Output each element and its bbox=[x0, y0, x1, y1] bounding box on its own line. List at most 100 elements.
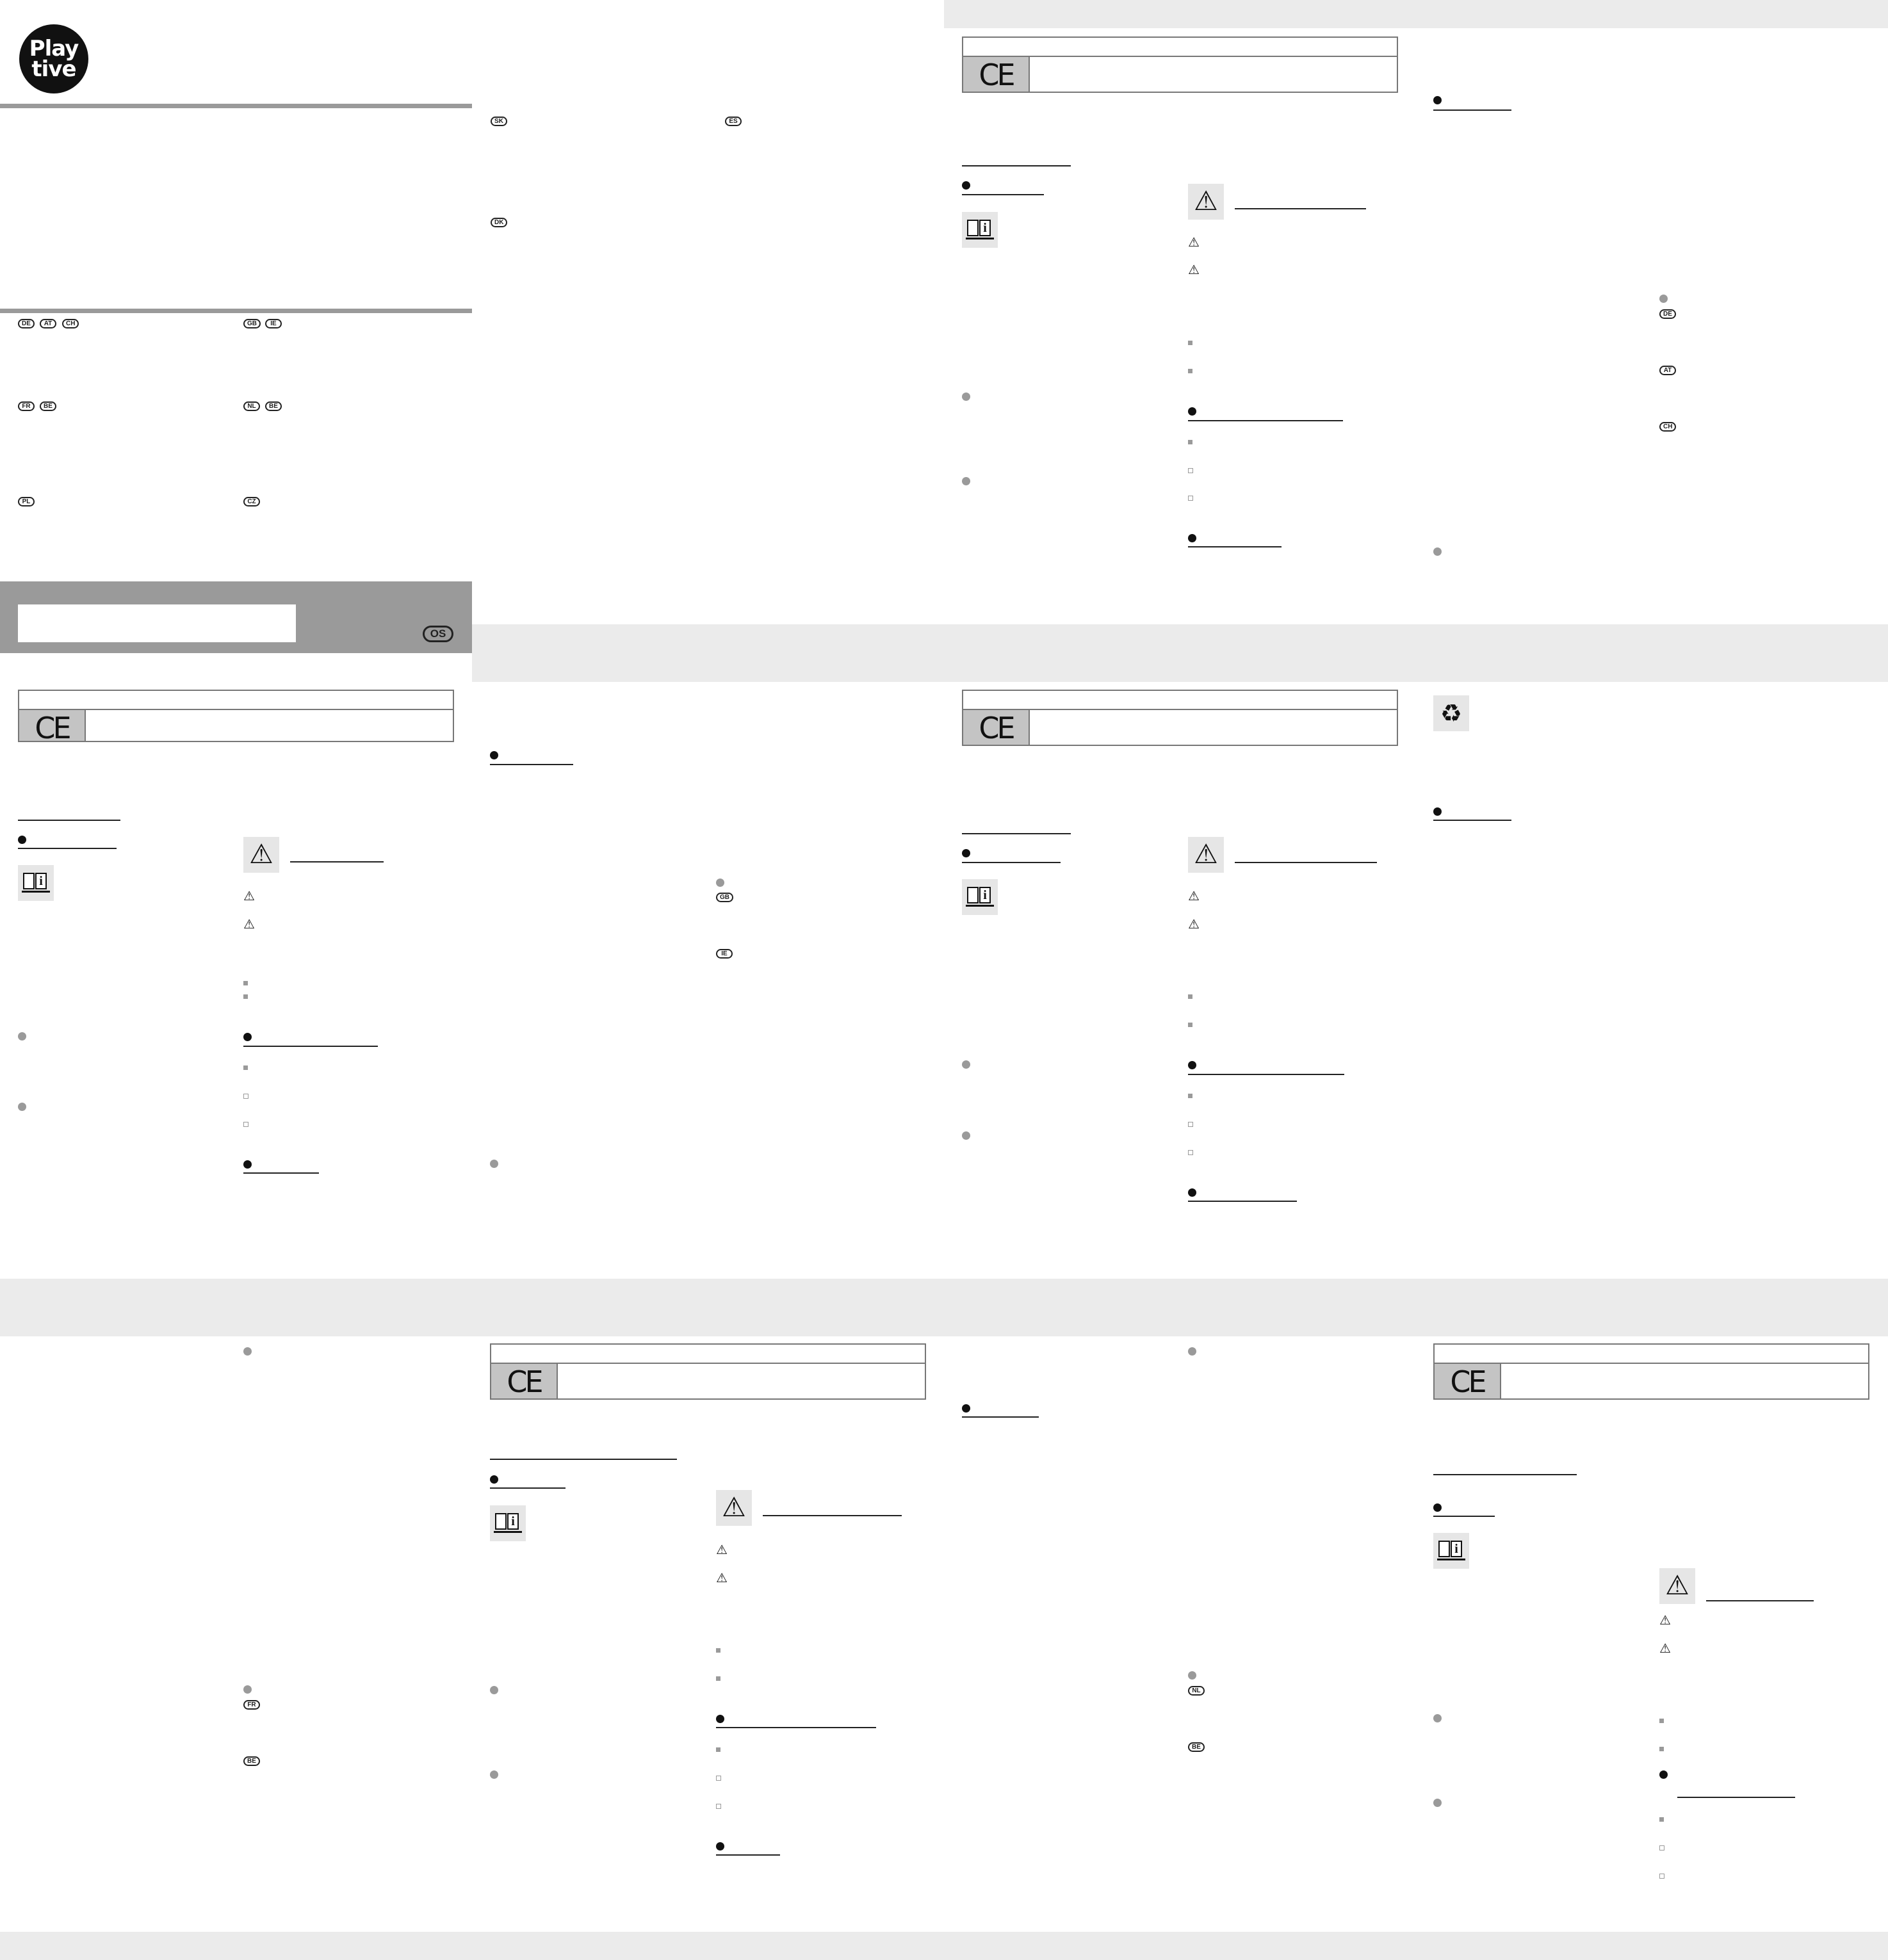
bullet-dot-gray bbox=[962, 1060, 970, 1069]
heading-underline bbox=[1433, 820, 1511, 821]
ce-product-box: CE bbox=[962, 690, 1398, 746]
bullet-dot-gray bbox=[1188, 1671, 1196, 1680]
heading-underline bbox=[490, 764, 573, 765]
cover-rule-top bbox=[0, 104, 472, 108]
bullet-dot-gray bbox=[1433, 1799, 1442, 1807]
read-manual-icon: i bbox=[962, 879, 998, 915]
warning-icon: ⚠ bbox=[716, 1570, 728, 1585]
ce-product-box: CE bbox=[1433, 1343, 1869, 1400]
bullet-dot-gray bbox=[243, 1347, 252, 1356]
warning-heading-underline bbox=[763, 1515, 902, 1516]
top-band-right bbox=[944, 0, 1888, 28]
bullet-dot bbox=[243, 1160, 252, 1169]
list-square bbox=[243, 981, 248, 985]
bullet-dot-gray bbox=[243, 1685, 252, 1694]
heading-underline bbox=[243, 1046, 378, 1047]
bullet-dot bbox=[1188, 407, 1196, 416]
list-square-outline bbox=[243, 1122, 248, 1127]
section-rule bbox=[962, 165, 1071, 166]
bullet-dot-gray bbox=[490, 1160, 498, 1168]
warning-icon: ⚠ bbox=[1659, 1612, 1671, 1628]
bullet-dot bbox=[1188, 1188, 1196, 1197]
bullet-dot-gray bbox=[18, 1032, 26, 1041]
country-code-at: AT bbox=[40, 319, 56, 328]
bullet-dot-gray bbox=[1659, 295, 1668, 303]
bullet-dot bbox=[490, 1475, 498, 1484]
country-code-nl: NL bbox=[1188, 1686, 1205, 1696]
read-manual-icon: i bbox=[962, 212, 998, 248]
country-code-be: BE bbox=[1188, 1742, 1205, 1752]
bullet-dot-gray bbox=[18, 1103, 26, 1111]
band-row-4 bbox=[0, 1932, 1888, 1960]
list-square bbox=[1659, 1747, 1664, 1751]
bullet-dot bbox=[962, 849, 970, 857]
section-rule bbox=[962, 833, 1071, 834]
country-code-ch: CH bbox=[1659, 422, 1677, 432]
list-square bbox=[1188, 440, 1192, 444]
heading-underline bbox=[1433, 1516, 1495, 1517]
warning-icon: ⚠ bbox=[1188, 916, 1200, 932]
list-square bbox=[716, 1747, 720, 1752]
section-rule bbox=[490, 1459, 677, 1460]
country-code-sk: SK bbox=[491, 117, 507, 126]
warning-icon: ⚠ bbox=[1659, 1568, 1695, 1604]
read-manual-icon: i bbox=[18, 865, 54, 901]
warning-heading-underline bbox=[1706, 1600, 1814, 1601]
warning-icon: ⚠ bbox=[1188, 184, 1224, 220]
country-code-pl: PL bbox=[18, 497, 35, 506]
list-square-outline bbox=[1188, 1150, 1193, 1155]
warning-icon: ⚠ bbox=[243, 916, 255, 932]
warning-icon: ⚠ bbox=[1188, 234, 1200, 250]
country-code-fr: FR bbox=[243, 1700, 260, 1710]
country-code-fr: FR bbox=[18, 401, 35, 411]
list-square bbox=[1188, 1094, 1192, 1098]
country-code-de: DE bbox=[18, 319, 35, 328]
ce-product-box: CE bbox=[962, 36, 1398, 93]
country-code-at: AT bbox=[1659, 366, 1676, 375]
list-square bbox=[1188, 341, 1192, 345]
heading-underline bbox=[1433, 109, 1511, 111]
bullet-dot-gray bbox=[490, 1770, 498, 1779]
list-square bbox=[1188, 994, 1192, 999]
country-code-be: BE bbox=[265, 401, 282, 411]
country-code-nl: NL bbox=[243, 401, 260, 411]
bullet-dot bbox=[962, 1404, 970, 1413]
list-square bbox=[716, 1676, 720, 1681]
read-manual-icon: i bbox=[1433, 1533, 1469, 1569]
bullet-dot bbox=[716, 1842, 724, 1851]
cover-rule-middle bbox=[0, 309, 472, 313]
list-square-outline bbox=[1659, 1845, 1664, 1851]
list-square bbox=[1188, 1023, 1192, 1027]
country-code-gb: GB bbox=[243, 319, 261, 328]
heading-underline bbox=[962, 1416, 1039, 1418]
bullet-dot-gray bbox=[962, 393, 970, 401]
warning-heading-underline bbox=[1235, 862, 1377, 863]
warning-icon: ⚠ bbox=[1188, 262, 1200, 277]
list-square bbox=[243, 1065, 248, 1070]
bullet-dot bbox=[962, 181, 970, 190]
country-code-be: BE bbox=[40, 401, 56, 411]
list-square bbox=[243, 994, 248, 999]
list-square bbox=[716, 1648, 720, 1653]
warning-icon: ⚠ bbox=[1659, 1640, 1671, 1656]
warning-icon: ⚠ bbox=[716, 1542, 728, 1557]
country-code-es: ES bbox=[725, 117, 742, 126]
cover-footer-label-box bbox=[18, 604, 296, 642]
heading-underline bbox=[962, 862, 1061, 863]
warning-icon: ⚠ bbox=[1188, 888, 1200, 903]
ce-product-box: CE bbox=[18, 690, 454, 745]
warning-icon: ⚠ bbox=[243, 888, 255, 903]
bullet-dot-gray bbox=[716, 879, 724, 887]
heading-underline bbox=[1188, 546, 1282, 547]
bullet-dot bbox=[1188, 1061, 1196, 1069]
list-square-outline bbox=[716, 1776, 721, 1781]
heading-underline bbox=[962, 194, 1044, 195]
warning-icon: ⚠ bbox=[1188, 837, 1224, 873]
warning-heading-underline bbox=[290, 861, 384, 863]
bullet-dot bbox=[1188, 534, 1196, 542]
bullet-dot-gray bbox=[962, 1131, 970, 1140]
warning-heading-underline bbox=[1235, 208, 1366, 209]
country-code-ie: IE bbox=[716, 949, 733, 959]
list-square-outline bbox=[1188, 496, 1193, 501]
heading-underline bbox=[18, 848, 117, 849]
